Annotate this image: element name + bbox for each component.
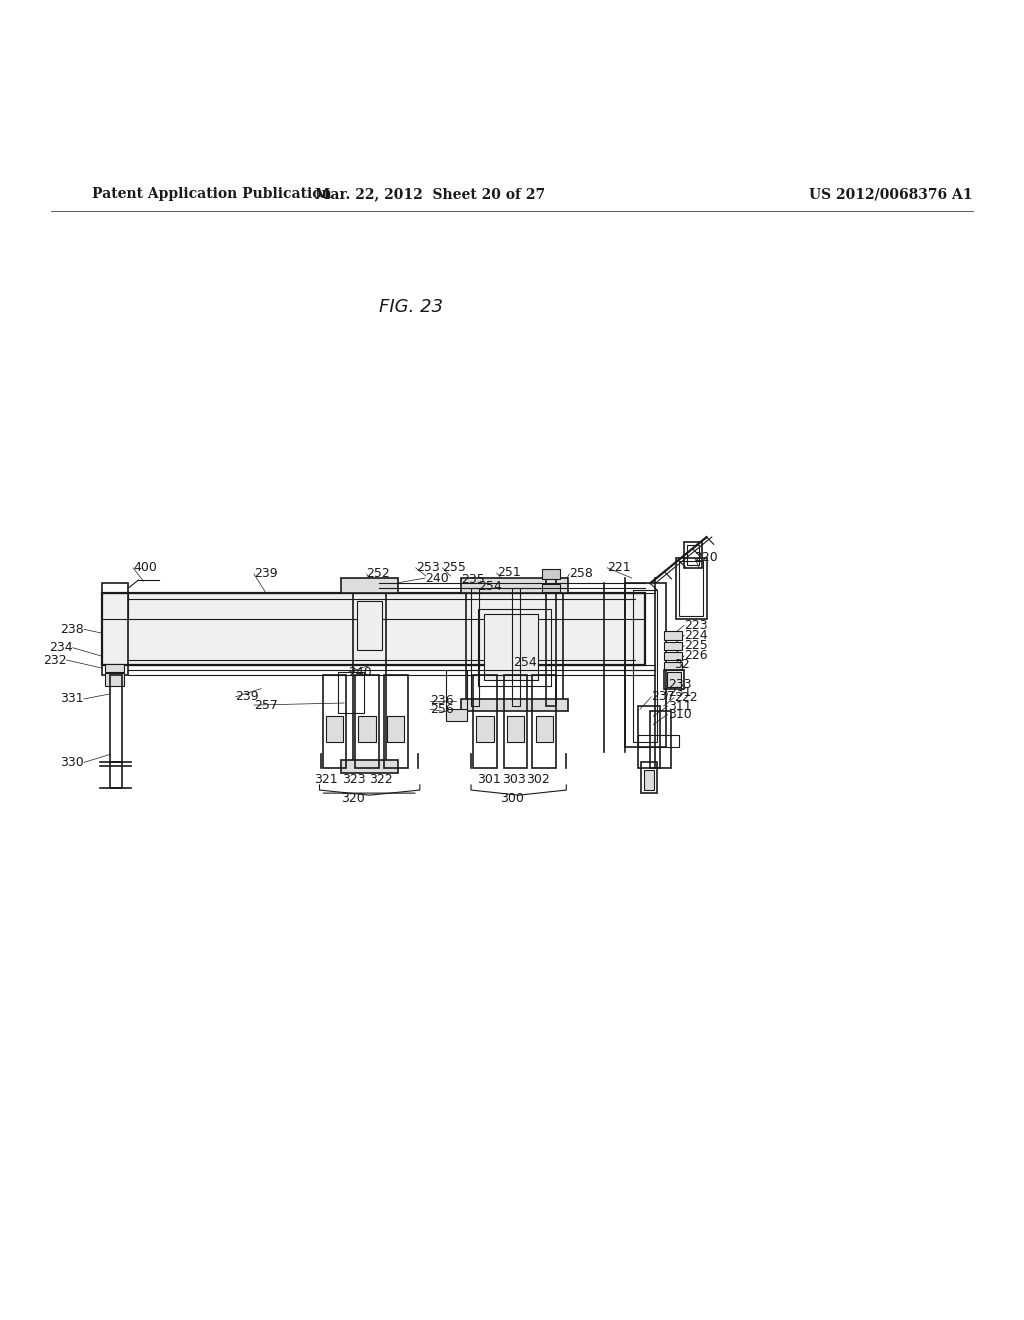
Text: 252: 252 [367,568,390,581]
FancyBboxPatch shape [536,717,553,742]
Text: 232: 232 [43,653,67,667]
Text: 311: 311 [668,700,691,713]
Text: Patent Application Publication: Patent Application Publication [92,187,332,201]
Text: 257: 257 [254,698,278,711]
Text: 400: 400 [133,561,157,574]
FancyBboxPatch shape [667,672,681,686]
FancyBboxPatch shape [387,717,404,742]
FancyBboxPatch shape [461,698,568,711]
Text: 310: 310 [668,708,691,721]
FancyBboxPatch shape [664,652,682,660]
Text: 255: 255 [442,561,466,574]
FancyBboxPatch shape [105,673,124,685]
Text: 222: 222 [674,692,697,705]
FancyBboxPatch shape [542,585,560,593]
Text: 300: 300 [500,792,524,805]
Text: 323: 323 [342,774,366,787]
FancyBboxPatch shape [105,664,124,672]
Text: FIG. 23: FIG. 23 [379,298,443,315]
Text: 254: 254 [478,579,502,593]
Text: 32: 32 [674,657,689,671]
Text: 321: 321 [314,774,338,787]
Text: 330: 330 [60,756,84,768]
Text: 251: 251 [497,566,520,579]
Text: 221: 221 [607,561,631,574]
FancyBboxPatch shape [664,663,682,671]
FancyBboxPatch shape [461,578,568,594]
FancyBboxPatch shape [446,709,467,722]
Text: 225: 225 [684,639,708,652]
FancyBboxPatch shape [507,717,524,742]
FancyBboxPatch shape [341,760,398,772]
Text: 237: 237 [651,690,675,704]
Text: 223: 223 [684,619,708,632]
Text: 220: 220 [694,552,718,564]
Text: 302: 302 [526,774,550,787]
Text: 303: 303 [502,774,525,787]
Text: 226: 226 [684,649,708,663]
Text: 320: 320 [341,792,366,805]
FancyBboxPatch shape [326,717,343,742]
Text: 236: 236 [430,694,454,708]
Text: 239: 239 [254,568,278,581]
Text: 238: 238 [60,623,84,636]
Text: 235: 235 [461,573,484,586]
Text: 258: 258 [569,568,593,581]
Text: 231: 231 [668,686,691,700]
Text: 224: 224 [684,628,708,642]
Text: 331: 331 [60,693,84,705]
Text: 256: 256 [430,702,454,715]
Text: 239: 239 [236,690,259,704]
Text: 234: 234 [49,642,73,655]
Text: 233: 233 [668,678,691,692]
FancyBboxPatch shape [542,569,560,579]
FancyBboxPatch shape [644,770,654,791]
FancyBboxPatch shape [102,594,645,665]
Text: US 2012/0068376 A1: US 2012/0068376 A1 [809,187,973,201]
Text: 240: 240 [425,572,449,585]
Text: 301: 301 [477,774,501,787]
FancyBboxPatch shape [664,642,682,649]
Text: 254: 254 [513,656,538,668]
Text: 240: 240 [348,665,372,678]
Text: 322: 322 [369,774,392,787]
Text: 253: 253 [416,561,439,574]
FancyBboxPatch shape [664,631,682,639]
FancyBboxPatch shape [476,717,494,742]
FancyBboxPatch shape [358,717,376,742]
FancyBboxPatch shape [357,601,382,649]
Text: Mar. 22, 2012  Sheet 20 of 27: Mar. 22, 2012 Sheet 20 of 27 [315,187,545,201]
FancyBboxPatch shape [484,614,538,681]
FancyBboxPatch shape [341,578,398,594]
